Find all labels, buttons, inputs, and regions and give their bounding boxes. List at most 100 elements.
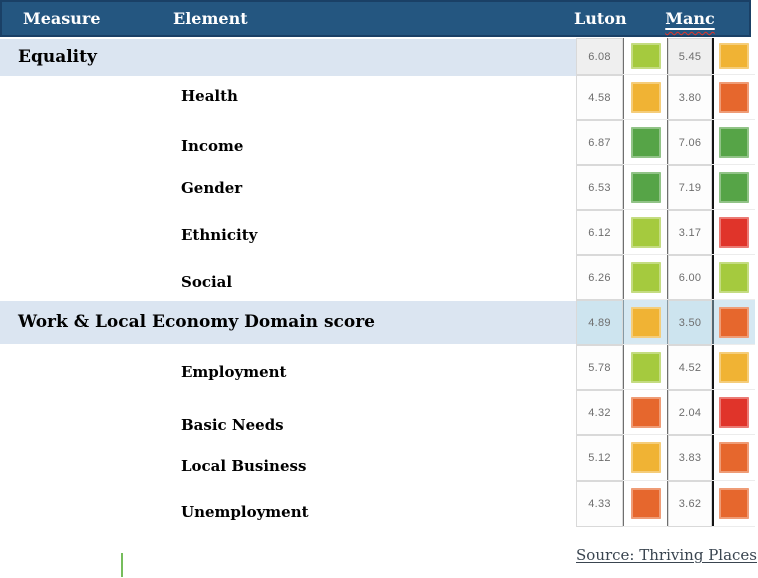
heatmap-square [630, 43, 661, 69]
element-label: Local Business [181, 457, 307, 475]
equality-row-band [0, 39, 577, 76]
score-value-luton: 6.26 [576, 255, 623, 300]
score-value-luton: 4.32 [576, 390, 623, 435]
spellcheck-squiggle: Manc [665, 9, 715, 28]
score-square-col-luton [623, 75, 668, 120]
score-value-luton: 4.89 [576, 300, 623, 345]
element-label: Basic Needs [181, 416, 284, 434]
score-value-manc: 7.06 [668, 120, 712, 165]
score-square-col-luton [623, 435, 668, 481]
element-label: Social [181, 273, 233, 291]
column-header-luton: Luton [574, 9, 627, 28]
table-row: 6.26 6.00 [576, 255, 755, 300]
element-label: Health [181, 87, 238, 105]
score-square-col-manc [712, 38, 755, 75]
score-value-manc: 2.04 [668, 390, 712, 435]
grid-divider-1 [623, 38, 624, 527]
score-value-luton: 5.12 [576, 435, 623, 481]
table-row: 5.12 3.83 [576, 435, 755, 481]
table-row: 4.58 3.80 [576, 75, 755, 120]
score-value-luton: 6.53 [576, 165, 623, 210]
table-row: 6.08 5.45 [576, 38, 755, 75]
heatmap-square [718, 81, 749, 113]
heatmap-square [630, 126, 661, 158]
column-header-element: Element [173, 9, 248, 28]
grid-divider-2 [667, 38, 668, 527]
text-caret-line [121, 553, 123, 577]
score-value-manc: 6.00 [668, 255, 712, 300]
score-value-manc: 3.17 [668, 210, 712, 255]
score-square-col-manc [712, 210, 755, 255]
score-value-manc: 3.62 [668, 481, 712, 527]
score-value-luton: 6.12 [576, 210, 623, 255]
heatmap-square [718, 43, 749, 69]
element-label: Gender [181, 179, 243, 197]
score-square-col-luton [623, 165, 668, 210]
score-square-col-manc [712, 255, 755, 300]
element-label: Unemployment [181, 503, 309, 521]
score-value-manc: 4.52 [668, 345, 712, 390]
heatmap-square [630, 171, 661, 203]
work-economy-row-band [0, 301, 577, 344]
score-square-col-manc [712, 435, 755, 481]
score-square-col-luton [623, 120, 668, 165]
score-value-luton: 4.58 [576, 75, 623, 120]
score-square-col-manc [712, 300, 755, 345]
measure-label: Equality [18, 47, 97, 67]
heatmap-square [630, 261, 661, 293]
score-value-manc: 3.50 [668, 300, 712, 345]
heatmap-square [630, 396, 661, 428]
grid-divider-black [712, 38, 714, 527]
table-row: 6.12 3.17 [576, 210, 755, 255]
score-value-manc: 3.83 [668, 435, 712, 481]
table-row: 4.33 3.62 [576, 481, 755, 527]
score-square-col-luton [623, 210, 668, 255]
heatmap-square [630, 81, 661, 113]
score-value-manc: 7.19 [668, 165, 712, 210]
column-header-measure: Measure [23, 9, 101, 28]
table-row: 4.89 3.50 [576, 300, 755, 345]
score-value-luton: 6.87 [576, 120, 623, 165]
heatmap-square [718, 216, 749, 248]
score-square-col-luton [623, 38, 668, 75]
heatmap-square [630, 216, 661, 248]
score-square-col-luton [623, 300, 668, 345]
score-value-luton: 5.78 [576, 345, 623, 390]
table-header-bar: Measure Element Luton Manc [0, 0, 751, 37]
score-value-manc: 5.45 [668, 38, 712, 75]
score-square-col-manc [712, 75, 755, 120]
element-label: Employment [181, 363, 287, 381]
element-label: Ethnicity [181, 226, 258, 244]
score-value-manc: 3.80 [668, 75, 712, 120]
table-row: 5.78 4.52 [576, 345, 755, 390]
table-row: 6.53 7.19 [576, 165, 755, 210]
heatmap-square [718, 261, 749, 293]
score-square-col-manc [712, 390, 755, 435]
heatmap-square [630, 306, 661, 338]
element-label: Income [181, 137, 244, 155]
score-square-col-manc [712, 165, 755, 210]
score-value-luton: 6.08 [576, 38, 623, 75]
score-square-col-manc [712, 481, 755, 527]
heatmap-square [718, 396, 749, 428]
heatmap-square [630, 351, 661, 383]
score-square-col-luton [623, 390, 668, 435]
heatmap-square [630, 442, 661, 473]
score-square-col-luton [623, 255, 668, 300]
heatmap-square [630, 488, 661, 519]
heatmap-square [718, 126, 749, 158]
heatmap-square [718, 351, 749, 383]
heatmap-square [718, 442, 749, 473]
score-square-col-luton [623, 481, 668, 527]
source-link[interactable]: Source: Thriving Places [576, 546, 757, 564]
heatmap-square [718, 488, 749, 519]
score-value-luton: 4.33 [576, 481, 623, 527]
score-square-col-manc [712, 345, 755, 390]
table-row: 4.32 2.04 [576, 390, 755, 435]
score-square-col-luton [623, 345, 668, 390]
heatmap-square [718, 306, 749, 338]
heatmap-square [718, 171, 749, 203]
table-row: 6.87 7.06 [576, 120, 755, 165]
score-square-col-manc [712, 120, 755, 165]
